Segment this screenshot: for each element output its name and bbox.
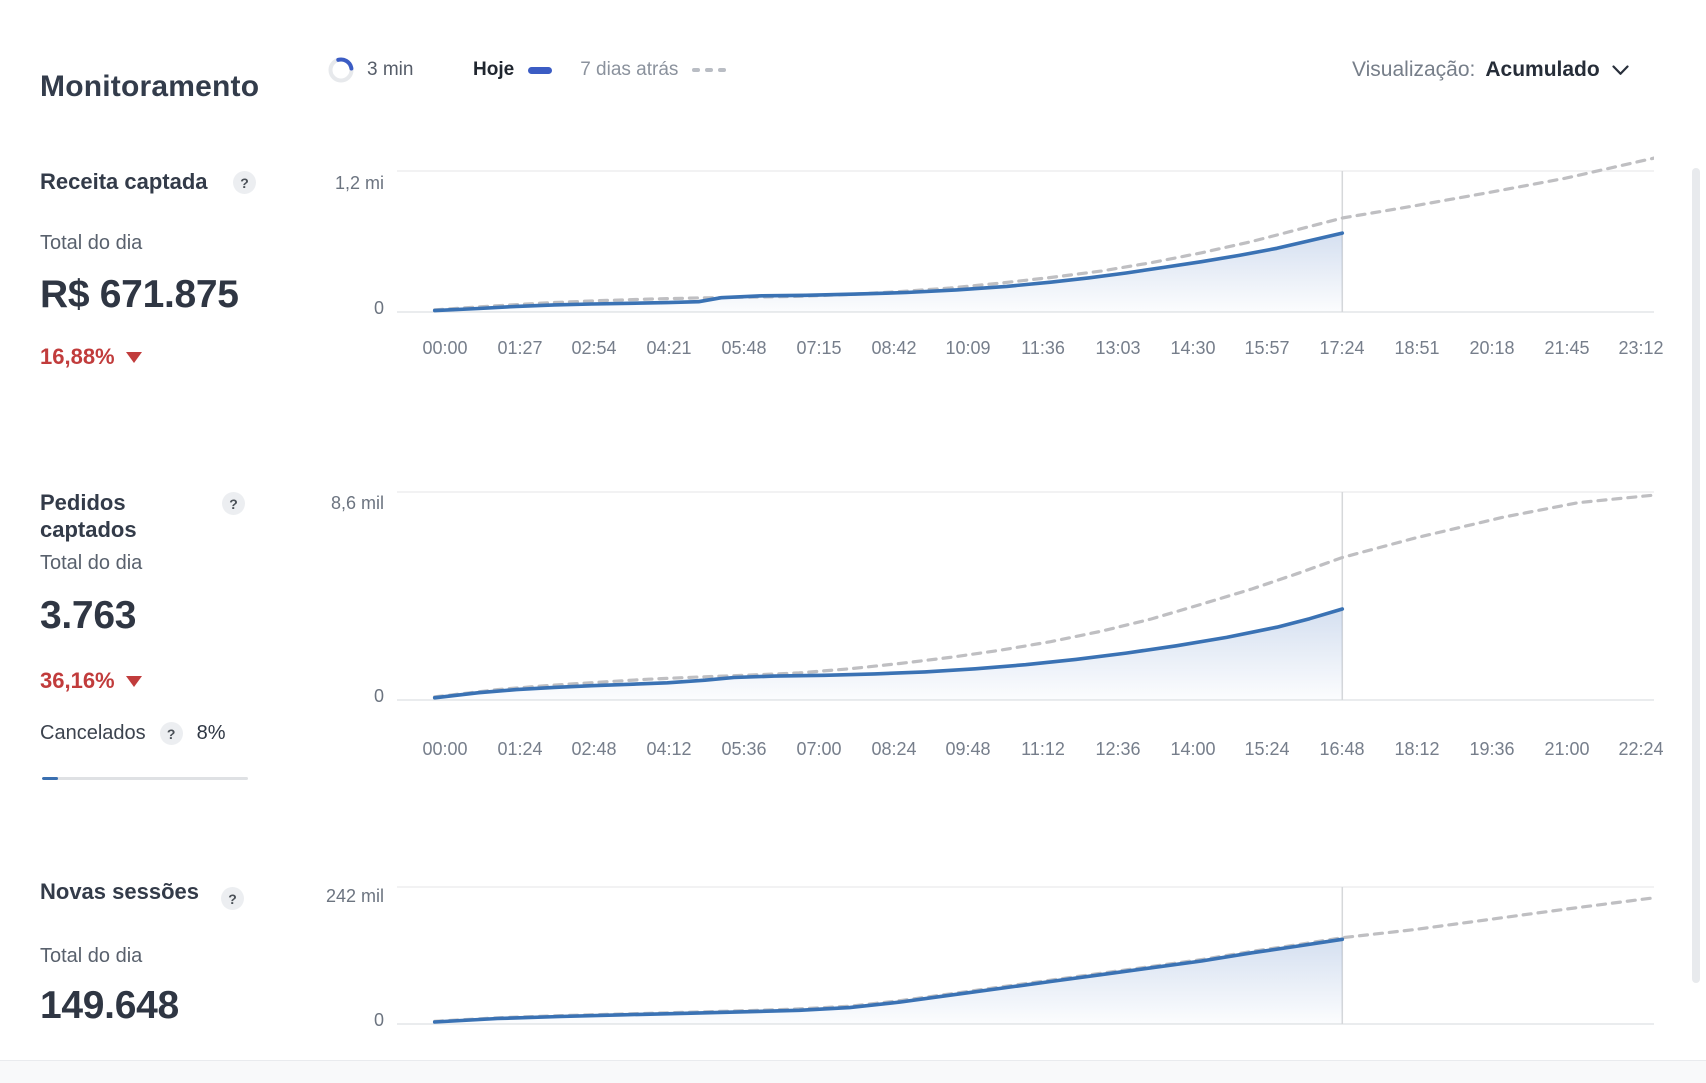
x-tick-label: 04:12 (646, 739, 692, 759)
refresh-interval-label: 3 min (367, 59, 414, 80)
help-icon[interactable]: ? (159, 722, 183, 745)
y-axis-zero-label: 0 (373, 686, 384, 706)
metric-subtitle: Total do dia (40, 945, 143, 967)
metric-value-sessoes: 149.648 (40, 984, 179, 1027)
cancelados-value: 8% (196, 722, 226, 744)
metric-delta-receita: 16,88% (40, 344, 142, 370)
week-dashed-swatch-icon[interactable] (692, 67, 727, 73)
y-axis-ref-label: 242 mil (325, 886, 384, 906)
x-tick-label: 00:00 (422, 739, 468, 759)
metric-title-receita: Receita captada (40, 169, 208, 194)
metric-title-pedidos: Pedidos captados (40, 490, 137, 542)
x-tick-label: 17:24 (1319, 338, 1365, 358)
metric-value-receita: R$ 671.875 (40, 273, 239, 316)
x-tick-label: 21:00 (1544, 739, 1590, 759)
today-line-swatch-icon[interactable] (528, 66, 553, 74)
metric-subtitle: Total do dia (40, 232, 143, 254)
x-tick-label: 19:36 (1469, 739, 1515, 759)
metric-subtitle: Total do dia (40, 552, 143, 574)
cancelados-row: Cancelados ? 8% (40, 722, 226, 745)
y-axis-ref-label: 8,6 mil (330, 493, 384, 513)
triangle-down-icon (125, 675, 142, 687)
x-tick-label: 15:24 (1244, 739, 1290, 759)
delta-percentage: 36,16% (40, 668, 115, 693)
y-axis-zero-label: 0 (373, 1010, 384, 1030)
x-tick-label: 23:12 (1618, 338, 1664, 358)
x-tick-label: 18:12 (1394, 739, 1440, 759)
y-axis-zero-label: 0 (373, 298, 384, 318)
x-tick-label: 09:48 (945, 739, 991, 759)
view-selector-value[interactable]: Acumulado (1485, 58, 1600, 81)
metric-delta-pedidos: 36,16% (40, 668, 142, 694)
y-axis-ref-label: 1,2 mi (334, 173, 384, 193)
x-tick-label: 13:03 (1095, 338, 1141, 358)
x-tick-label: 07:15 (796, 338, 842, 358)
x-tick-label: 04:21 (646, 338, 692, 358)
x-tick-label: 22:24 (1618, 739, 1664, 759)
metric-value-pedidos: 3.763 (40, 594, 137, 637)
x-tick-label: 01:24 (497, 739, 543, 759)
x-tick-label: 05:36 (721, 739, 767, 759)
help-icon[interactable]: ? (222, 492, 245, 515)
refresh-group: 3 min (327, 56, 413, 84)
x-tick-label: 18:51 (1394, 338, 1440, 358)
x-tick-label: 02:54 (571, 338, 617, 358)
x-tick-label: 00:00 (422, 338, 468, 358)
x-tick-label: 21:45 (1544, 338, 1590, 358)
x-tick-label: 11:12 (1021, 739, 1065, 759)
legend-today-label[interactable]: Hoje (473, 59, 515, 80)
x-tick-label: 01:27 (497, 338, 543, 358)
x-tick-label: 15:57 (1244, 338, 1290, 358)
next-section-edge (0, 1060, 1706, 1083)
help-icon[interactable]: ? (221, 887, 244, 910)
view-selector-label: Visualização: (1352, 58, 1476, 81)
metric-title-sessoes: Novas sessões (40, 879, 199, 904)
chart-pedidos-captados (397, 466, 1656, 708)
x-tick-label: 11:36 (1021, 338, 1065, 358)
page-title: Monitoramento (40, 70, 260, 104)
chevron-down-icon[interactable] (1612, 64, 1629, 76)
x-tick-label: 10:09 (945, 338, 991, 358)
delta-percentage: 16,88% (40, 344, 115, 369)
x-tick-label: 07:00 (796, 739, 842, 759)
chart-legend: Hoje 7 dias atrás (473, 56, 727, 84)
x-tick-label: 08:24 (871, 739, 917, 759)
refresh-spinner-icon (327, 56, 355, 84)
x-tick-label: 14:00 (1170, 739, 1216, 759)
legend-week-label[interactable]: 7 dias atrás (580, 59, 679, 80)
x-tick-label: 16:48 (1319, 739, 1365, 759)
view-selector: Visualização: Acumulado (1352, 56, 1629, 84)
x-axis-ticks: 00:00 01:27 02:54 04:21 05:48 07:15 08:42 10:09… (397, 338, 1663, 360)
x-tick-label: 12:36 (1095, 739, 1141, 759)
x-tick-label: 05:48 (721, 338, 767, 358)
x-tick-label: 14:30 (1170, 338, 1216, 358)
x-tick-label: 08:42 (871, 338, 917, 358)
page-scrollbar[interactable] (1692, 168, 1700, 983)
cancelados-label: Cancelados (40, 722, 146, 744)
x-axis-ticks: 00:00 01:24 02:48 04:12 05:36 07:00 08:24 09:48… (397, 739, 1663, 761)
chart-novas-sessoes (397, 861, 1656, 1032)
x-tick-label: 02:48 (571, 739, 617, 759)
triangle-down-icon (125, 351, 142, 363)
cancelados-progress-bar (42, 777, 248, 780)
help-icon[interactable]: ? (233, 171, 256, 194)
x-tick-label: 20:18 (1469, 338, 1515, 358)
chart-receita-captada (397, 145, 1656, 320)
